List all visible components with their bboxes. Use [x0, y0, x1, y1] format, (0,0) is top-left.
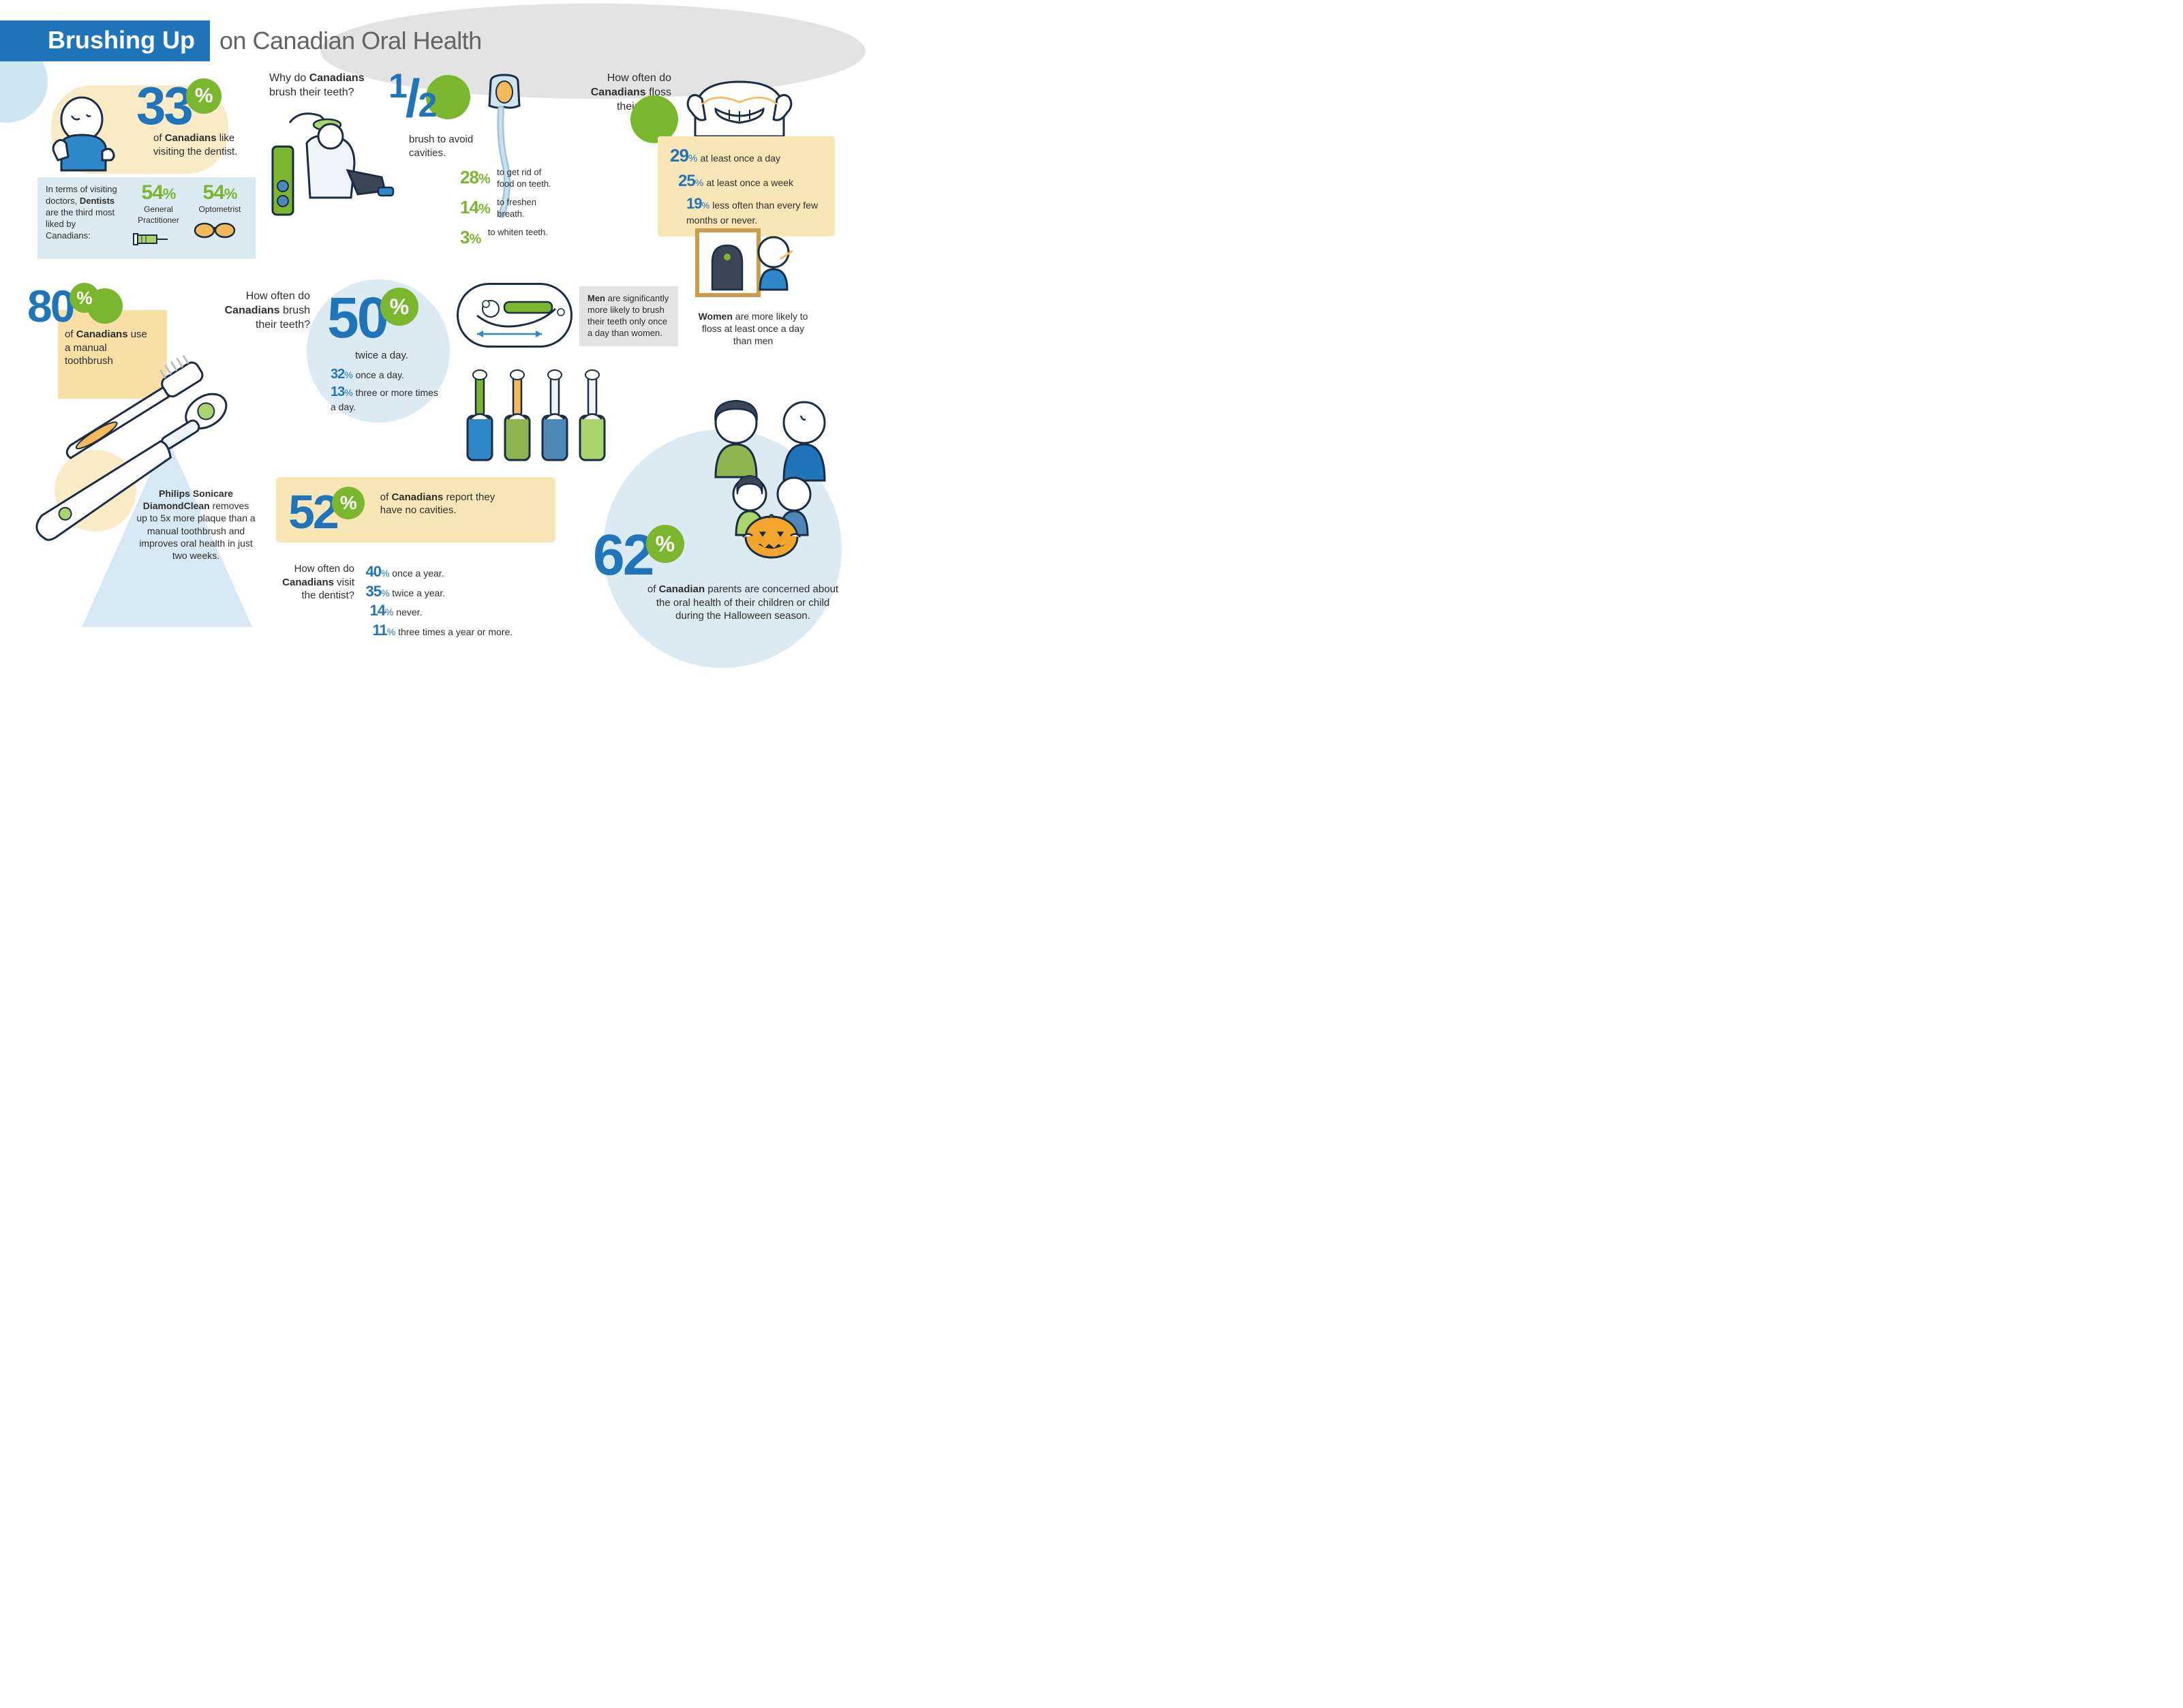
doctors-box: In terms of visiting doctors, Dentists a…	[37, 177, 256, 259]
syringe-icon	[129, 226, 170, 253]
parents-text: of Canadian parents are concerned about …	[644, 583, 842, 623]
manual-text: of Canadians use a manual toothbrush	[65, 328, 153, 368]
glasses-icon	[191, 215, 239, 243]
why-reason-row: 28% to get rid of food on teeth.	[460, 167, 562, 190]
title-rest: on Canadian Oral Health	[219, 27, 482, 55]
illus-family-pumpkin	[695, 388, 852, 566]
bf-main-num: 50	[327, 294, 386, 342]
floss-row: 25% at least once a week	[678, 170, 824, 192]
pct-icon: %	[332, 487, 365, 519]
why-main-num: 1/2	[388, 72, 435, 121]
illus-mouth-brushing	[467, 292, 566, 339]
pct-icon: %	[646, 525, 684, 563]
bf-rows: 32% once a day. 13% three or more times …	[331, 365, 440, 413]
why-r1-pct: 28	[460, 167, 478, 187]
opt-pct: 54%	[191, 181, 249, 204]
illus-girl-boy-mirror	[692, 225, 804, 307]
cav-text: of Canadians report they have no cavitie…	[380, 491, 503, 517]
why-r2-pct: 14	[460, 197, 478, 217]
doctors-intro: In terms of visiting doctors, Dentists a…	[46, 184, 121, 241]
why-r3-text: to whiten teeth.	[488, 227, 549, 239]
floss-note: Women are more likely to floss at least …	[692, 310, 814, 348]
visit-rows: 40% once a year. 35% twice a year. 14% n…	[365, 562, 513, 640]
philips-block: Philips Sonicare DiamondClean removes up…	[14, 382, 266, 668]
why-reason-row: 14% to freshen breath.	[460, 197, 562, 220]
gp-pct: 54%	[129, 181, 187, 204]
parents-num: 62	[593, 531, 652, 579]
illus-hands-brushes	[463, 368, 613, 470]
visit-block: How often do Canadians visit the dentist…	[276, 562, 562, 640]
why-r3-pct: 3	[460, 227, 469, 247]
opt-label: Optometrist	[191, 204, 249, 215]
philips-text: Philips Sonicare DiamondClean removes up…	[136, 487, 256, 562]
brush-freq-question: How often do Canadians brush their teeth…	[222, 290, 310, 332]
pct-icon: %	[70, 283, 100, 313]
bf-main-text: twice a day.	[348, 349, 416, 363]
men-note: Men are significantly more likely to bru…	[579, 286, 678, 346]
floss-row: 19% less often than every few months or …	[686, 194, 824, 227]
why-main-text: brush to avoid cavities.	[409, 133, 484, 159]
title-highlight: Brushing Up	[0, 20, 210, 61]
illus-dentist-chair	[259, 99, 402, 228]
pct-icon: %	[380, 288, 418, 326]
why-r2-text: to freshen breath.	[497, 197, 558, 220]
why-question: Why do Canadians brush their teeth?	[269, 72, 378, 100]
illus-flossing-mouth	[682, 72, 797, 147]
stat-33-text: of Canadians like visiting the dentist.	[153, 132, 256, 158]
manual-num: 80	[27, 287, 73, 325]
gp-label: General Practitioner	[129, 204, 187, 226]
floss-row: 29% at least once a day	[670, 144, 824, 168]
page-title: Brushing Up on Canadian Oral Health	[0, 20, 482, 61]
stat-33-num: 33	[136, 83, 192, 128]
visit-question: How often do Canadians visit the dentist…	[276, 562, 354, 603]
illus-person-thumbsup	[37, 89, 133, 184]
cav-num: 52	[288, 492, 337, 533]
floss-items: 29% at least once a day 25% at least onc…	[658, 136, 835, 237]
why-reason-row: 3% to whiten teeth.	[460, 227, 562, 248]
cavities-block: 52 % of Canadians report they have no ca…	[276, 477, 555, 543]
why-r1-text: to get rid of food on teeth.	[497, 167, 558, 190]
floss-block: How often do Canadians floss their teeth…	[583, 72, 855, 114]
pct-icon: %	[186, 78, 222, 114]
why-brush: Why do Canadians brush their teeth? 1/2 …	[269, 72, 562, 100]
